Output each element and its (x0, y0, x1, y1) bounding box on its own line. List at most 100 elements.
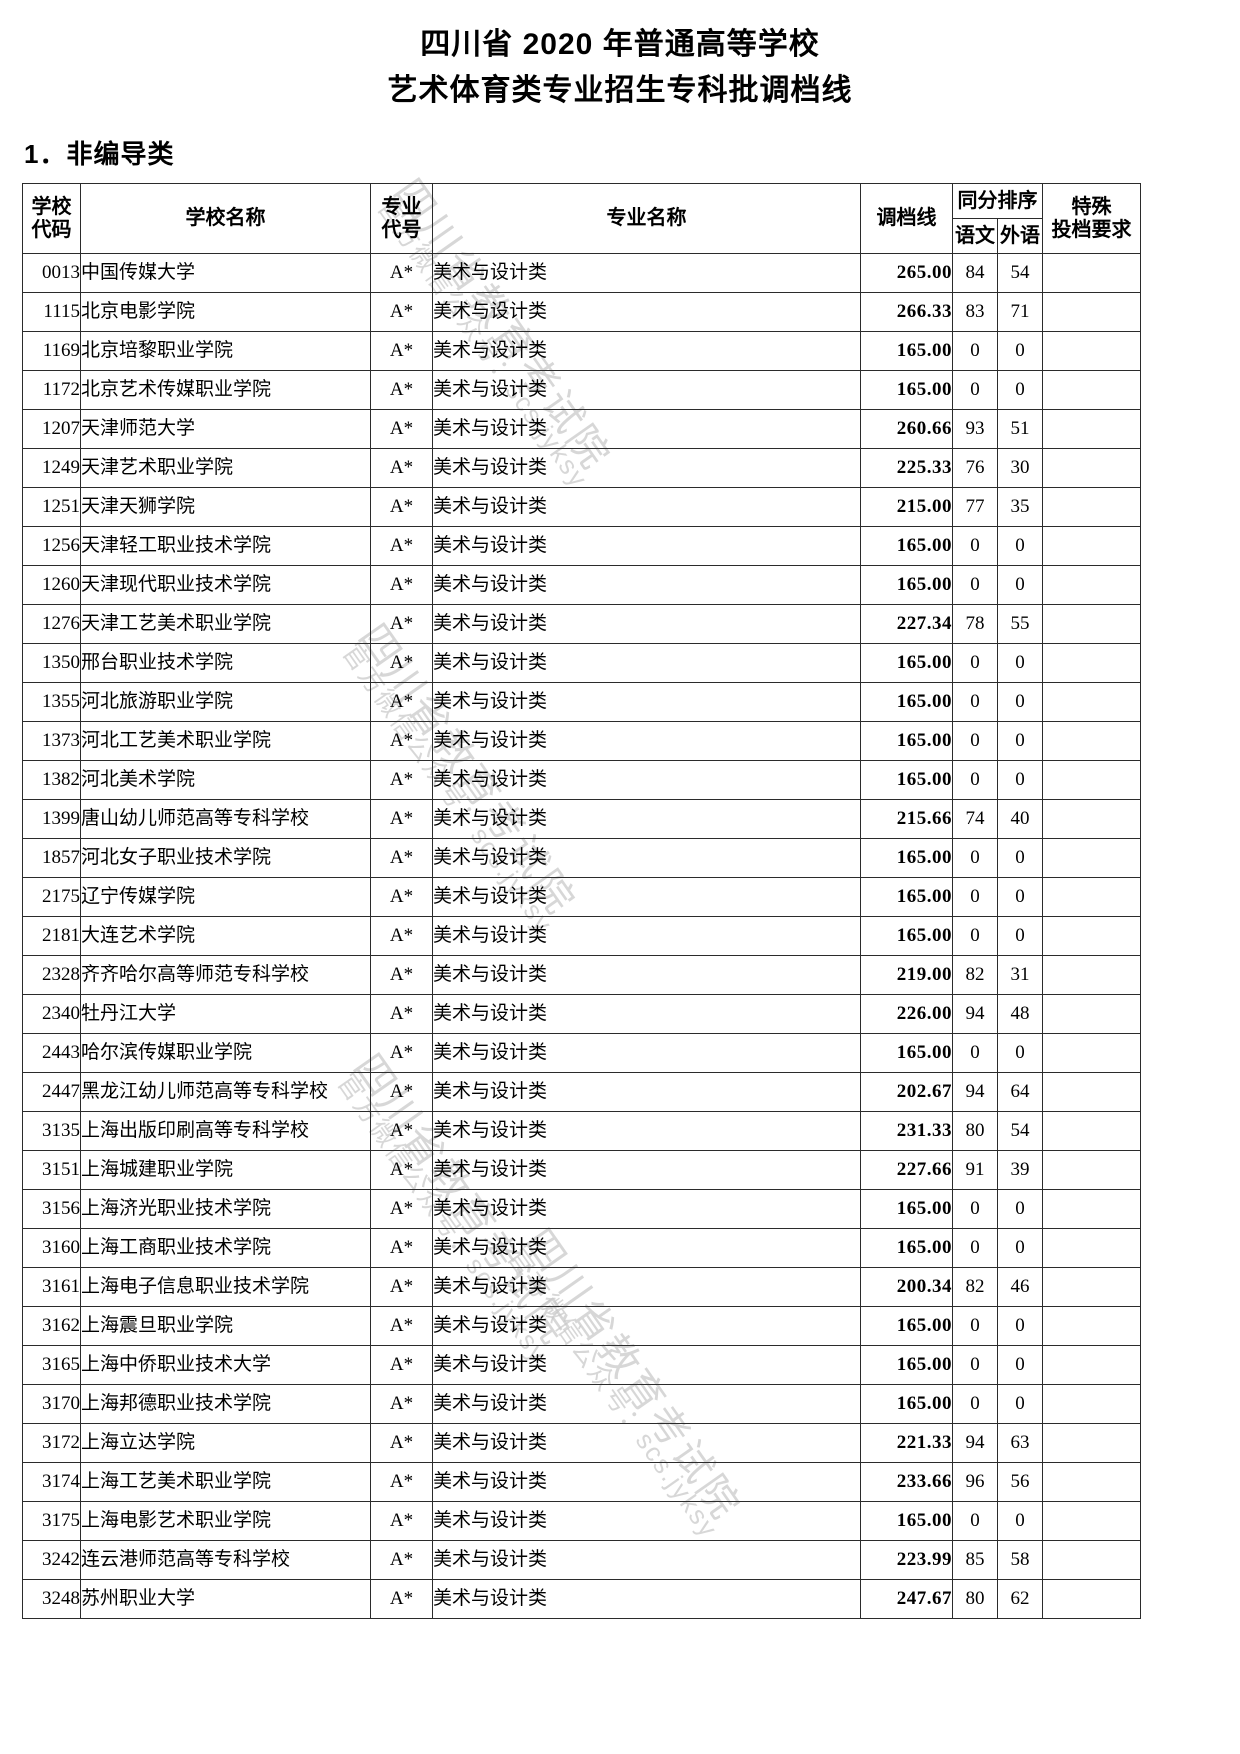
cell-major-name: 美术与设计类 (432, 994, 861, 1034)
table-row: 3165 上海中侨职业技术大学 A* 美术与设计类 165.00 0 0 (22, 1345, 1141, 1385)
cell-school-code: 1355 (22, 682, 81, 722)
cell-school-name: 牡丹江大学 (80, 994, 371, 1034)
table-row: 3151 上海城建职业学院 A* 美术与设计类 227.66 91 39 (22, 1150, 1141, 1190)
cell-major-code: A* (370, 877, 433, 917)
cell-major-name: 美术与设计类 (432, 1306, 861, 1346)
cell-special-requirement (1042, 1423, 1141, 1463)
table-row: 3242 连云港师范高等专科学校 A* 美术与设计类 223.99 85 58 (22, 1540, 1141, 1580)
cell-special-requirement (1042, 1579, 1141, 1619)
cell-chinese-score: 0 (952, 760, 998, 800)
cell-special-requirement (1042, 604, 1141, 644)
cell-major-name: 美术与设计类 (432, 760, 861, 800)
cell-school-name: 上海电子信息职业技术学院 (80, 1267, 371, 1307)
cell-chinese-score: 0 (952, 916, 998, 956)
cell-score-line: 165.00 (860, 877, 953, 917)
table-row: 1260 天津现代职业技术学院 A* 美术与设计类 165.00 0 0 (22, 565, 1141, 605)
score-line-table: 学校 代码 学校名称 专业 代号 专业名称 调档线 同分排序 特殊 投档要求 (22, 183, 1141, 1619)
cell-foreign-score: 0 (997, 370, 1043, 410)
cell-special-requirement (1042, 643, 1141, 683)
cell-score-line: 165.00 (860, 838, 953, 878)
table-row: 1276 天津工艺美术职业学院 A* 美术与设计类 227.34 78 55 (22, 604, 1141, 644)
cell-major-code: A* (370, 487, 433, 527)
table-row: 1373 河北工艺美术职业学院 A* 美术与设计类 165.00 0 0 (22, 721, 1141, 761)
cell-major-name: 美术与设计类 (432, 1228, 861, 1268)
cell-foreign-score: 0 (997, 1501, 1043, 1541)
cell-major-name: 美术与设计类 (432, 1150, 861, 1190)
cell-major-name: 美术与设计类 (432, 253, 861, 293)
cell-chinese-score: 0 (952, 721, 998, 761)
score-line-table-wrapper: 学校 代码 学校名称 专业 代号 专业名称 调档线 同分排序 特殊 投档要求 (22, 183, 1218, 1619)
cell-score-line: 231.33 (860, 1111, 953, 1151)
cell-foreign-score: 0 (997, 331, 1043, 371)
cell-major-name: 美术与设计类 (432, 1345, 861, 1385)
cell-major-name: 美术与设计类 (432, 799, 861, 839)
cell-major-name: 美术与设计类 (432, 409, 861, 449)
cell-major-name: 美术与设计类 (432, 565, 861, 605)
cell-score-line: 165.00 (860, 760, 953, 800)
table-row: 3156 上海济光职业技术学院 A* 美术与设计类 165.00 0 0 (22, 1189, 1141, 1229)
cell-school-code: 3170 (22, 1384, 81, 1424)
cell-foreign-score: 46 (997, 1267, 1043, 1307)
cell-score-line: 219.00 (860, 955, 953, 995)
cell-score-line: 165.00 (860, 565, 953, 605)
cell-school-code: 3248 (22, 1579, 81, 1619)
cell-special-requirement (1042, 994, 1141, 1034)
major-code-line2: 代号 (381, 218, 422, 241)
cell-major-name: 美术与设计类 (432, 1384, 861, 1424)
school-code-line1: 学校 (31, 195, 72, 218)
cell-special-requirement (1042, 526, 1141, 566)
cell-chinese-score: 94 (952, 1072, 998, 1112)
cell-major-code: A* (370, 448, 433, 488)
cell-chinese-score: 80 (952, 1111, 998, 1151)
cell-chinese-score: 0 (952, 1306, 998, 1346)
cell-foreign-score: 71 (997, 292, 1043, 332)
cell-school-code: 3172 (22, 1423, 81, 1463)
cell-foreign-score: 62 (997, 1579, 1043, 1619)
cell-score-line: 165.00 (860, 1501, 953, 1541)
cell-major-code: A* (370, 721, 433, 761)
cell-major-name: 美术与设计类 (432, 292, 861, 332)
table-row: 2181 大连艺术学院 A* 美术与设计类 165.00 0 0 (22, 916, 1141, 956)
cell-school-name: 天津工艺美术职业学院 (80, 604, 371, 644)
cell-school-name: 连云港师范高等专科学校 (80, 1540, 371, 1580)
column-header-school-code: 学校 代码 (22, 183, 81, 254)
cell-major-code: A* (370, 682, 433, 722)
cell-score-line: 265.00 (860, 253, 953, 293)
cell-school-code: 1382 (22, 760, 81, 800)
table-row: 3161 上海电子信息职业技术学院 A* 美术与设计类 200.34 82 46 (22, 1267, 1141, 1307)
special-line2: 投档要求 (1051, 218, 1132, 241)
table-row: 2443 哈尔滨传媒职业学院 A* 美术与设计类 165.00 0 0 (22, 1033, 1141, 1073)
cell-school-name: 哈尔滨传媒职业学院 (80, 1033, 371, 1073)
cell-major-code: A* (370, 1111, 433, 1151)
column-header-major-name: 专业名称 (432, 183, 861, 254)
cell-foreign-score: 0 (997, 526, 1043, 566)
cell-special-requirement (1042, 799, 1141, 839)
cell-score-line: 226.00 (860, 994, 953, 1034)
table-row: 1382 河北美术学院 A* 美术与设计类 165.00 0 0 (22, 760, 1141, 800)
column-header-tie-break-group: 同分排序 (952, 183, 1043, 219)
cell-major-name: 美术与设计类 (432, 1540, 861, 1580)
cell-chinese-score: 96 (952, 1462, 998, 1502)
cell-school-name: 天津天狮学院 (80, 487, 371, 527)
cell-major-name: 美术与设计类 (432, 877, 861, 917)
cell-school-code: 1350 (22, 643, 81, 683)
cell-school-code: 3135 (22, 1111, 81, 1151)
cell-school-code: 1276 (22, 604, 81, 644)
cell-foreign-score: 0 (997, 760, 1043, 800)
cell-school-code: 1249 (22, 448, 81, 488)
cell-foreign-score: 64 (997, 1072, 1043, 1112)
cell-school-code: 1207 (22, 409, 81, 449)
cell-school-code: 0013 (22, 253, 81, 293)
table-row: 1251 天津天狮学院 A* 美术与设计类 215.00 77 35 (22, 487, 1141, 527)
cell-special-requirement (1042, 1501, 1141, 1541)
cell-foreign-score: 0 (997, 721, 1043, 761)
table-row: 0013 中国传媒大学 A* 美术与设计类 265.00 84 54 (22, 253, 1141, 293)
cell-school-code: 2447 (22, 1072, 81, 1112)
cell-major-code: A* (370, 1072, 433, 1112)
cell-score-line: 165.00 (860, 1228, 953, 1268)
column-header-chinese: 语文 (952, 218, 998, 254)
cell-foreign-score: 54 (997, 253, 1043, 293)
cell-major-code: A* (370, 760, 433, 800)
column-header-foreign-language: 外语 (997, 218, 1043, 254)
